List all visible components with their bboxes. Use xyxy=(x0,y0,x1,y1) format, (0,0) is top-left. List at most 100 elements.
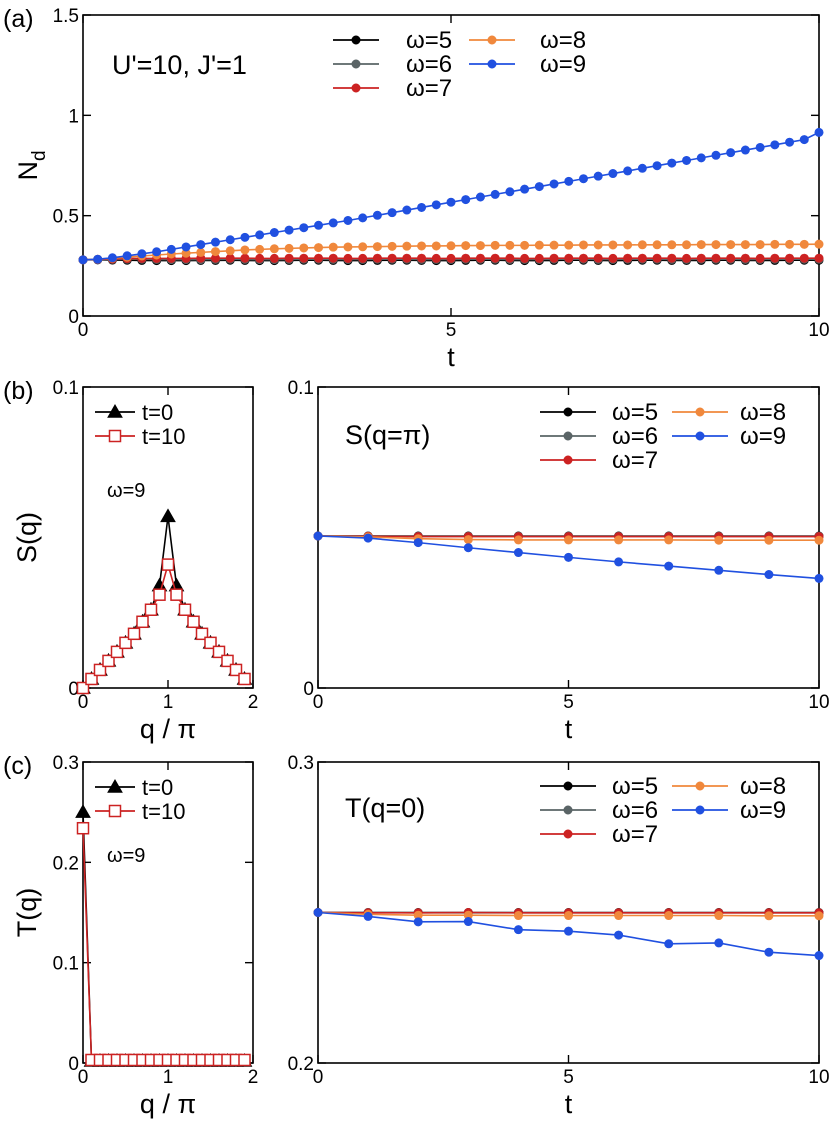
panel-c-right: 0 5 10 0.2 0.3 t T(q=0) ω=5ω=6ω=7 ω=8ω=9 xyxy=(288,753,830,1119)
data-point xyxy=(76,681,90,695)
data-point xyxy=(711,240,721,250)
data-point xyxy=(431,253,441,263)
x-tick-label: 5 xyxy=(446,320,457,341)
data-point xyxy=(520,240,530,250)
data-point xyxy=(475,241,485,251)
data-point xyxy=(363,911,373,921)
data-point xyxy=(284,243,294,253)
data-point xyxy=(187,615,200,629)
data-point xyxy=(461,253,471,263)
data-point xyxy=(463,543,473,553)
data-point xyxy=(695,407,705,417)
data-point xyxy=(402,241,412,251)
legend-entry: t=0 xyxy=(95,775,173,800)
data-point xyxy=(740,145,750,155)
data-point xyxy=(372,253,382,263)
legend-label: t=10 xyxy=(142,799,185,824)
data-point xyxy=(417,241,427,251)
data-point xyxy=(695,805,705,815)
annotation: ω=9 xyxy=(107,845,145,867)
y-tick-label: 0 xyxy=(68,1054,79,1075)
data-point xyxy=(549,179,559,189)
y-tick-label: 0.1 xyxy=(53,378,79,399)
data-point xyxy=(593,171,603,181)
data-point xyxy=(387,253,397,263)
data-point xyxy=(487,59,497,69)
x-tick-label: 10 xyxy=(808,320,829,341)
x-tick-label: 2 xyxy=(248,1067,259,1088)
data-point xyxy=(225,246,235,256)
y-tick-label: 0.3 xyxy=(53,753,79,774)
data-point xyxy=(284,225,294,235)
data-point xyxy=(564,176,574,186)
x-tick-label: 1 xyxy=(163,692,174,713)
legend-entry: ω=8 xyxy=(672,399,786,426)
data-point xyxy=(299,223,309,233)
data-point xyxy=(446,197,456,207)
data-point xyxy=(343,253,353,263)
data-point xyxy=(726,148,736,158)
x-axis-label: t xyxy=(565,714,573,744)
data-point xyxy=(313,531,323,541)
series-line xyxy=(82,131,820,261)
data-point xyxy=(221,654,234,668)
x-tick-label: 10 xyxy=(808,692,829,713)
legend-label: ω=6 xyxy=(612,797,658,824)
y-tick-label: 1.5 xyxy=(53,6,79,27)
data-point xyxy=(608,240,618,250)
data-point xyxy=(513,548,523,558)
data-point xyxy=(505,187,515,197)
data-point xyxy=(490,253,500,263)
legend-label: ω=9 xyxy=(540,51,586,78)
legend-entry: ω=7 xyxy=(333,75,452,102)
data-point xyxy=(343,242,353,252)
data-point xyxy=(417,202,427,212)
data-point xyxy=(358,253,368,263)
data-point xyxy=(269,244,279,254)
data-point xyxy=(107,253,117,263)
y-axis-label: T(q) xyxy=(12,888,42,938)
data-point xyxy=(413,538,423,548)
data-point xyxy=(314,253,324,263)
data-point xyxy=(328,253,338,263)
legend-label: t=10 xyxy=(142,424,185,449)
data-point xyxy=(785,137,795,147)
data-point xyxy=(770,140,780,150)
panel-b-left: 0 1 2 0 0.1 q / π S(q) (b) ω=9 t=0t=10 xyxy=(3,377,258,744)
series-t=0 xyxy=(75,804,253,1067)
data-point xyxy=(358,213,368,223)
data-point xyxy=(770,239,780,249)
x-axis-label: q / π xyxy=(140,714,196,744)
legend-entry: ω=5 xyxy=(540,399,658,426)
data-point xyxy=(417,253,427,263)
annotation: ω=9 xyxy=(107,480,145,502)
data-point xyxy=(563,535,573,545)
y-tick-label: 0.1 xyxy=(53,954,79,975)
data-point xyxy=(593,253,603,263)
legend-label: ω=6 xyxy=(406,51,452,78)
data-point xyxy=(463,535,473,545)
data-point xyxy=(85,672,98,686)
data-point xyxy=(695,431,705,441)
data-point xyxy=(93,254,103,264)
data-point xyxy=(814,573,824,583)
x-tick-label: 0 xyxy=(313,692,324,713)
data-point xyxy=(623,240,633,250)
data-point xyxy=(667,240,677,250)
data-point xyxy=(212,645,226,659)
data-point xyxy=(578,174,588,184)
legend-entry: ω=8 xyxy=(469,27,586,54)
data-point xyxy=(695,781,705,791)
data-point xyxy=(269,228,279,238)
data-point xyxy=(714,535,724,545)
data-point xyxy=(513,535,523,545)
data-point xyxy=(255,244,265,254)
data-point xyxy=(238,672,251,686)
y-tick-label: 0 xyxy=(68,307,79,328)
panel-label: (a) xyxy=(3,5,34,33)
data-point xyxy=(578,253,588,263)
data-point xyxy=(664,561,674,571)
data-point xyxy=(564,253,574,263)
data-point xyxy=(490,189,500,199)
x-tick-label: 2 xyxy=(248,692,259,713)
